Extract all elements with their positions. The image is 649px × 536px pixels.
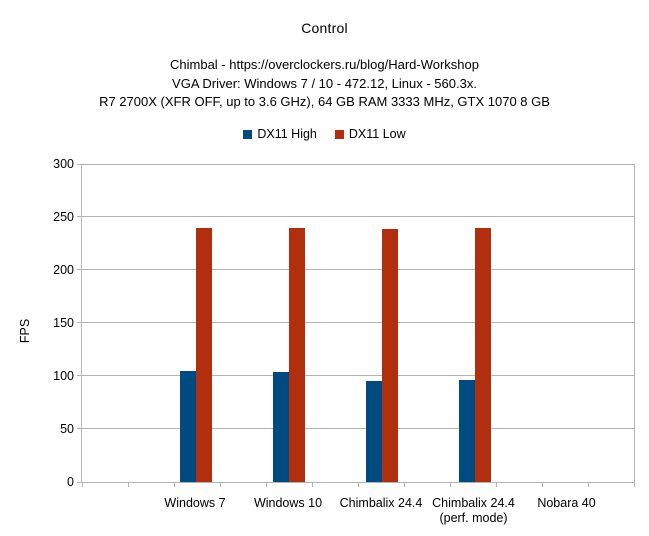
legend-label: DX11 Low [348,127,406,141]
y-axis-title: FPS [18,318,33,344]
bar-dx11-high-0 [180,370,196,482]
x-tick-mark [404,483,405,487]
legend-swatch-icon [243,129,253,139]
y-tick-label-0: 0 [67,475,74,489]
y-tick-label-300: 300 [53,157,74,171]
category-label-4: Nobara 40 [502,496,632,511]
subtitle-line-2: VGA Driver: Windows 7 / 10 - 472.12, Lin… [172,75,477,91]
y-tick-label-200: 200 [53,263,74,277]
chart-subtitle: Chimbal - https://overclockers.ru/blog/H… [0,56,649,112]
x-tick-mark [542,483,543,487]
category-label-line: (perf. mode) [439,511,508,525]
y-tick-mark [77,322,81,323]
x-tick-mark [496,483,497,487]
x-tick-mark [174,483,175,487]
subtitle-line-3: R7 2700X (XFR OFF, up to 3.6 GHz), 64 GB… [99,94,550,109]
bar-dx11-low-1 [289,227,305,482]
bar-dx11-low-0 [196,227,212,482]
legend-swatch-icon [334,129,344,139]
gridline-100 [82,375,634,376]
category-label-2: Chimbalix 24.4 [316,496,446,511]
gridline-50 [82,428,634,429]
y-tick-label-150: 150 [53,316,74,330]
category-label-line: Chimbalix 24.4 [432,496,515,510]
category-label-line: Windows 7 [164,496,226,510]
category-label-line: Nobara 40 [537,496,596,510]
chart-legend: DX11 High DX11 Low [0,127,649,141]
category-label-line: Windows 10 [253,496,323,510]
bar-dx11-high-1 [273,371,289,482]
y-tick-label-250: 250 [53,210,74,224]
x-tick-mark [266,483,267,487]
y-tick-label-100: 100 [53,369,74,383]
gridline-200 [82,269,634,270]
x-tick-mark [634,483,635,487]
category-label-3: Chimbalix 24.4 (perf. mode) [409,496,539,526]
y-tick-mark [77,375,81,376]
bar-dx11-low-2 [382,228,398,482]
plot-area [77,164,635,487]
subtitle-line-1: Chimbal - https://overclockers.ru/blog/H… [170,57,479,72]
x-tick-mark [128,483,129,487]
y-tick-mark [77,164,81,165]
bar-dx11-low-3 [474,227,491,482]
gridline-300 [82,164,634,165]
x-tick-mark [82,483,83,487]
x-tick-mark [358,483,359,487]
y-tick-label-50: 50 [60,422,74,436]
y-tick-mark [77,216,81,217]
chart-title: Control [301,20,348,36]
x-tick-mark [588,483,589,487]
y-tick-mark [77,482,81,483]
category-label-line: Chimbalix 24.4 [339,496,423,510]
x-tick-mark [312,483,313,487]
gridline-150 [82,322,634,323]
category-label-1: Windows 10 [223,496,353,511]
bar-dx11-high-3 [458,380,475,482]
legend-label: DX11 High [257,127,317,141]
legend-item-dx11-high: DX11 High [243,127,317,141]
gridline-250 [82,216,634,217]
y-tick-mark [77,428,81,429]
x-tick-mark [450,483,451,487]
y-tick-mark [77,269,81,270]
category-label-0: Windows 7 [130,496,260,511]
bar-dx11-high-2 [366,381,382,482]
x-tick-mark [220,483,221,487]
legend-item-dx11-low: DX11 Low [334,127,406,141]
